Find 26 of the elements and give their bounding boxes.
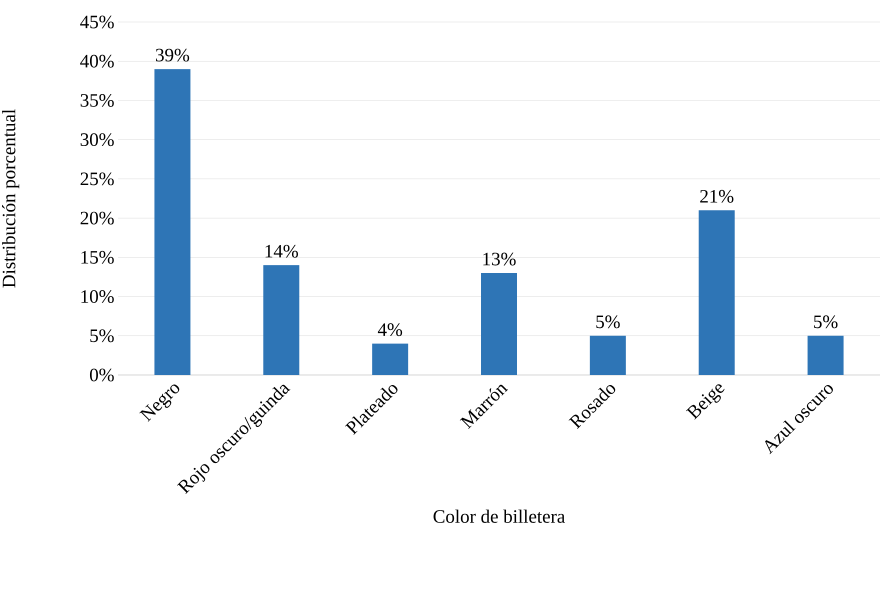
y-tick-label: 45% — [80, 16, 114, 28]
bar — [154, 69, 190, 375]
data-label: 4% — [378, 323, 402, 336]
y-tick-label: 0% — [90, 368, 114, 382]
x-axis-title: Color de billetera — [434, 510, 565, 523]
bar — [698, 210, 735, 375]
data-label: 5% — [814, 315, 838, 328]
bar — [263, 265, 300, 375]
bar — [481, 273, 518, 375]
bar — [808, 336, 844, 375]
data-label: 5% — [596, 315, 620, 328]
y-axis-title: Distribución porcentual — [2, 109, 20, 288]
y-tick-label: 35% — [80, 94, 114, 107]
bar — [590, 336, 626, 375]
y-tick-label: 10% — [81, 290, 114, 303]
y-tick-label: 40% — [80, 54, 114, 68]
y-tick-label: 25% — [80, 172, 114, 186]
y-tick-label: 30% — [80, 133, 114, 146]
data-label: 14% — [266, 244, 298, 258]
data-label: 39% — [156, 48, 190, 62]
data-label: 13% — [483, 252, 516, 266]
data-label: 21% — [700, 190, 734, 203]
y-tick-label: 5% — [90, 329, 114, 342]
bar — [372, 344, 408, 375]
y-tick-label: 15% — [81, 250, 114, 264]
y-tick-label: 20% — [80, 212, 114, 225]
